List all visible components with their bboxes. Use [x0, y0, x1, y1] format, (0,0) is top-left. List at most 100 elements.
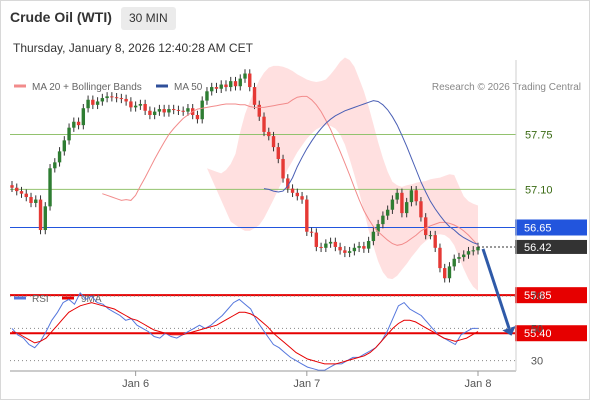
candle	[38, 195, 43, 235]
candle-body	[167, 109, 171, 113]
candle	[362, 241, 366, 253]
candle	[119, 93, 124, 104]
candle-body	[362, 246, 366, 249]
candle	[148, 106, 152, 120]
candle-body	[210, 87, 214, 92]
candle-body	[257, 104, 261, 117]
rsi-line	[11, 292, 478, 371]
candle	[167, 104, 171, 117]
candle	[86, 95, 90, 113]
candle-body	[319, 246, 323, 248]
candle	[262, 112, 266, 137]
candle-body	[162, 109, 166, 113]
candle-body	[443, 268, 447, 279]
candle	[433, 230, 437, 253]
candle	[409, 186, 414, 207]
rsi-tick-50: 50	[531, 323, 543, 335]
candle-body	[72, 121, 76, 128]
candle-body	[224, 84, 228, 88]
candle	[176, 105, 181, 115]
candle-body	[395, 192, 399, 200]
candle	[152, 107, 157, 120]
candle-body	[133, 105, 138, 108]
candle	[243, 69, 247, 83]
candle-body	[76, 121, 81, 126]
candle-body	[305, 199, 309, 232]
candle-body	[262, 116, 266, 132]
candle	[381, 211, 385, 229]
candle-body	[38, 199, 43, 231]
legend-label-ma50: MA 50	[174, 82, 203, 93]
candle	[404, 197, 409, 218]
candle-body	[105, 96, 109, 99]
candle-body	[404, 202, 409, 214]
candle-body	[457, 257, 461, 259]
candle	[309, 227, 314, 237]
copyright: Research © 2026 Trading Central	[432, 82, 581, 93]
candle	[414, 186, 418, 206]
candle-body	[366, 241, 371, 249]
candle	[143, 99, 147, 115]
candle-body	[381, 215, 385, 225]
candle	[357, 241, 361, 253]
candle-body	[343, 250, 347, 253]
candle	[286, 174, 290, 193]
candle-body	[452, 258, 456, 267]
candle-body	[186, 108, 190, 112]
candle	[300, 191, 304, 204]
candle	[328, 237, 333, 248]
candle-body	[309, 231, 314, 233]
candle	[24, 189, 28, 202]
candle-body	[34, 199, 38, 203]
candle	[443, 263, 447, 283]
level-label-56-65: 56.65	[524, 222, 552, 234]
candle	[181, 106, 185, 116]
candle-body	[119, 98, 124, 100]
candle-body	[352, 247, 357, 252]
candle	[210, 82, 214, 96]
candle-body	[409, 190, 414, 203]
level-tag-55-85	[515, 287, 587, 304]
timeframe-button[interactable]: 30 MIN	[121, 7, 176, 30]
rsi-ma-line	[11, 302, 479, 365]
candle-body	[48, 168, 52, 207]
candle	[133, 101, 138, 112]
candle-body	[447, 266, 452, 279]
candle-body	[205, 91, 209, 101]
candle	[314, 228, 319, 252]
candle	[76, 117, 81, 130]
candle	[419, 197, 423, 222]
candle-body	[124, 98, 128, 102]
candle-body	[143, 103, 147, 111]
candle	[423, 213, 428, 240]
candle	[171, 104, 176, 115]
candle	[105, 92, 109, 103]
candle-body	[300, 196, 304, 200]
candle-body	[181, 110, 185, 112]
candle-body	[148, 110, 152, 115]
candle	[276, 142, 280, 164]
candle-body	[238, 78, 242, 87]
candle	[376, 219, 380, 236]
candle-body	[286, 178, 290, 189]
candle-body	[114, 97, 119, 99]
candle-body	[281, 158, 285, 179]
timestamp: Thursday, January 8, 2026 12:40:28 AM CE…	[13, 41, 253, 55]
candle-body	[333, 241, 338, 247]
candle-body	[276, 147, 280, 159]
candle-body	[271, 136, 276, 148]
level-label-57-10: 57.10	[525, 184, 553, 196]
candle-body	[219, 84, 223, 89]
candle-body	[62, 140, 67, 152]
level-tag-55-40	[515, 325, 587, 342]
candle-body	[347, 251, 352, 253]
candle-body	[324, 243, 328, 248]
candle-body	[233, 81, 238, 87]
candle	[15, 183, 19, 196]
candle	[257, 100, 261, 121]
candle-body	[81, 108, 86, 126]
candle	[366, 236, 371, 253]
candle	[252, 82, 257, 110]
candle-body	[466, 251, 471, 255]
candle	[338, 242, 342, 255]
